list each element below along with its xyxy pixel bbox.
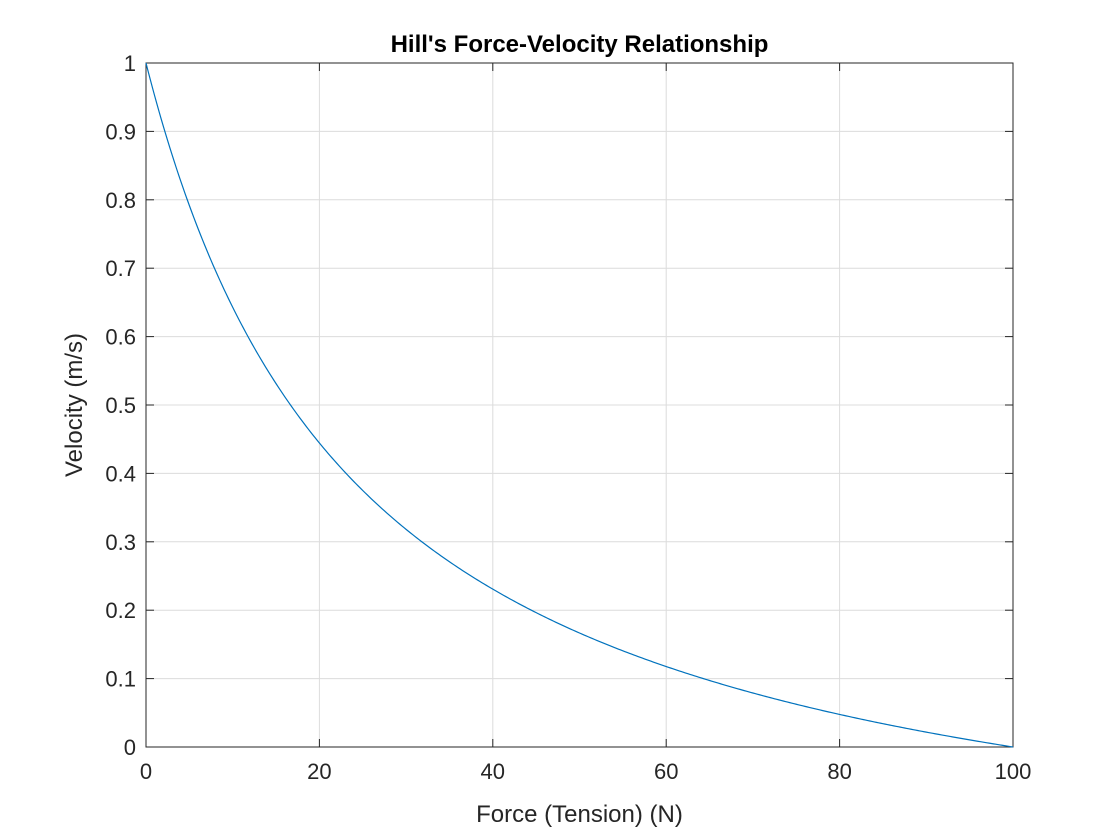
y-tick-label: 0 [124,735,136,760]
y-tick-label: 1 [124,51,136,76]
x-tick-label: 100 [995,759,1032,784]
series-line [145,62,1014,748]
y-tick-label: 0.8 [105,188,136,213]
y-tick-label: 0.1 [105,667,136,692]
x-tick-label: 0 [140,759,152,784]
y-tick-label: 0.9 [105,119,136,144]
x-tick-label: 40 [481,759,505,784]
y-tick-label: 0.6 [105,325,136,350]
axis-ticks [145,62,1014,748]
y-axis-label: Velocity (m/s) [61,333,88,477]
x-tick-label: 60 [654,759,678,784]
y-tick-label: 0.5 [105,393,136,418]
x-tick-labels: 0 20 40 60 80 100 [140,759,1031,784]
x-tick-label: 80 [827,759,851,784]
y-tick-labels: 0 0.1 0.2 0.3 0.4 0.5 0.6 0.7 0.8 0.9 1 [105,51,136,760]
grid-lines [145,62,1014,748]
chart-title: Hill's Force-Velocity Relationship [391,31,769,58]
x-tick-label: 20 [307,759,331,784]
x-axis-label: Force (Tension) (N) [476,801,683,828]
y-tick-label: 0.3 [105,530,136,555]
y-tick-label: 0.7 [105,256,136,281]
y-tick-label: 0.4 [105,461,136,486]
y-tick-label: 0.2 [105,598,136,623]
